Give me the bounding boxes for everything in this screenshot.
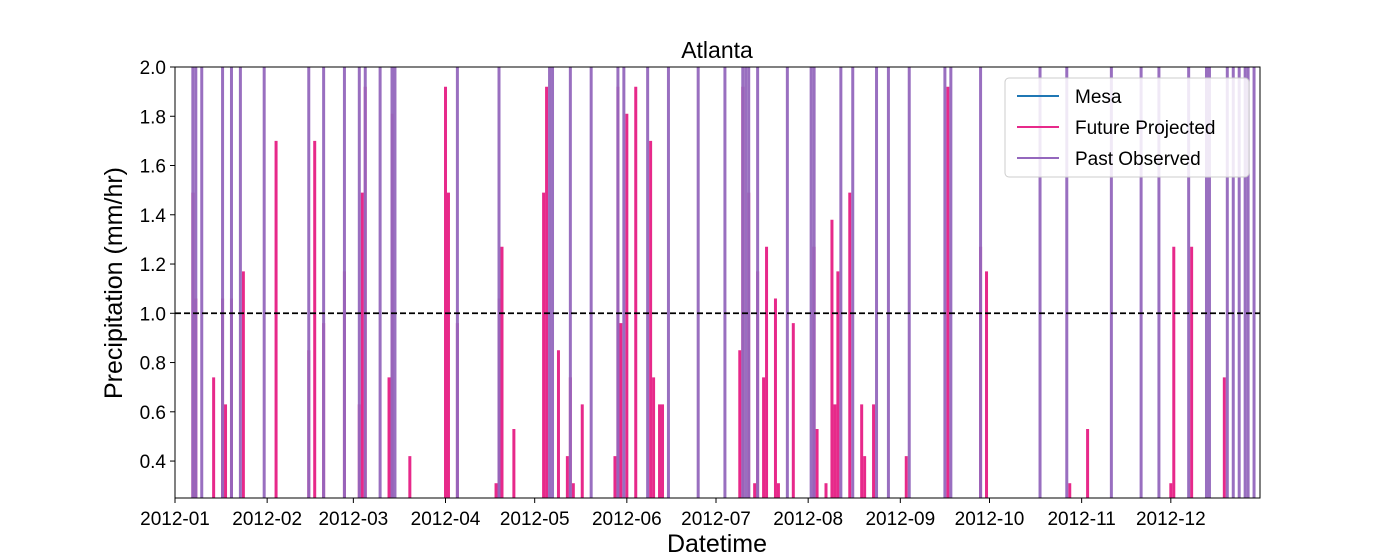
x-tick-label: 2012-11 xyxy=(1047,509,1115,530)
y-tick-label: 0.4 xyxy=(140,452,167,473)
y-tick-label: 1.0 xyxy=(140,304,166,325)
series-2 xyxy=(191,67,1256,498)
chart-title: Atlanta xyxy=(681,37,753,63)
x-tick-label: 2012-04 xyxy=(411,509,481,530)
x-tick-label: 2012-08 xyxy=(773,509,843,530)
y-tick-label: 1.6 xyxy=(140,157,166,178)
y-axis: 0.4 0.6 0.8 1.0 1.2 1.4 1.6 1.8 2.0 xyxy=(140,58,175,473)
x-tick-label: 2012-09 xyxy=(865,509,935,530)
x-tick-label: 2012-07 xyxy=(681,509,751,530)
y-tick-label: 1.2 xyxy=(140,255,166,276)
y-tick-label: 2.0 xyxy=(140,58,166,79)
x-tick-label: 2012-12 xyxy=(1136,509,1206,530)
x-tick-label: 2012-02 xyxy=(232,509,302,530)
x-tick-label: 2012-10 xyxy=(955,509,1025,530)
x-tick-label: 2012-03 xyxy=(318,509,388,530)
axes-frame xyxy=(174,66,1261,499)
x-tick-label: 2012-05 xyxy=(500,509,570,530)
x-tick-label: 2012-01 xyxy=(140,509,210,530)
y-axis-label: Precipitation (mm/hr) xyxy=(100,167,128,399)
y-tick-label: 1.8 xyxy=(140,107,166,128)
legend-label: Past Observed xyxy=(1075,149,1201,170)
x-tick-label: 2012-06 xyxy=(592,509,662,530)
legend: Mesa Future Projected Past Observed xyxy=(1004,77,1250,178)
y-tick-label: 0.8 xyxy=(140,354,166,375)
y-tick-label: 1.4 xyxy=(140,206,167,227)
legend-box xyxy=(1004,77,1250,178)
y-tick-label: 0.6 xyxy=(140,403,166,424)
legend-label: Mesa xyxy=(1075,87,1122,108)
legend-label: Future Projected xyxy=(1075,118,1215,139)
x-axis: 2012-01 2012-02 2012-03 2012-04 2012-05 2012-… xyxy=(140,498,1206,530)
x-axis-label: Datetime xyxy=(667,530,767,558)
plot-area xyxy=(175,67,1260,498)
